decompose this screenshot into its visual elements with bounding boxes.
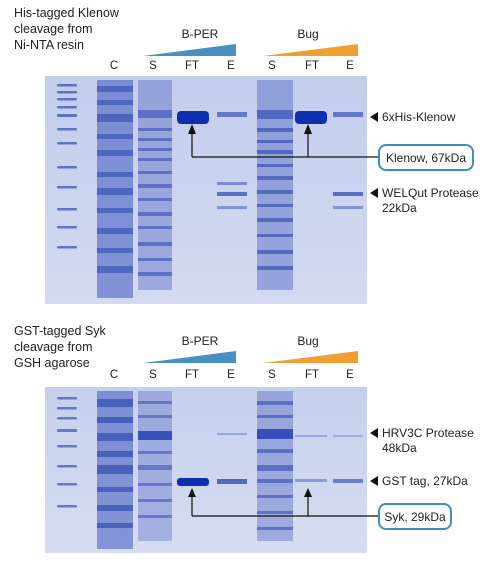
panel-2-title-line: GST-tagged Syk xyxy=(14,324,106,338)
panel-2-title: GST-tagged Syk cleavage from GSH agarose xyxy=(14,323,106,371)
lane-label: C xyxy=(109,369,119,381)
band-label-gst-tag: GST tag, 27kDa xyxy=(382,474,468,489)
group-label-bper: B-PER xyxy=(181,27,219,41)
gradient-triangle-bper xyxy=(143,351,236,363)
gradient-triangle-bug xyxy=(263,351,358,363)
lane-label: C xyxy=(109,60,119,72)
gradient-triangle-bug xyxy=(263,44,358,56)
panel-2-title-line: GSH agarose xyxy=(14,356,90,370)
panel-1-title: His-tagged Klenow cleavage from Ni-NTA r… xyxy=(14,5,119,53)
band-pointer-icon xyxy=(370,428,378,438)
lane-label: S xyxy=(268,369,276,381)
lane-label: E xyxy=(346,369,354,381)
band-label-line: 48kDa xyxy=(382,441,417,455)
callout-syk: Syk, 29kDa xyxy=(378,503,452,530)
band-label-line: 6xHis-Klenow xyxy=(382,110,456,124)
panel-1-title-line: cleavage from xyxy=(14,22,93,36)
group-label-bug: Bug xyxy=(297,27,319,41)
band-label-hrv3c-protease: HRV3C Protease 48kDa xyxy=(382,426,474,456)
panel-1-title-line: His-tagged Klenow xyxy=(14,6,119,20)
band-label-welqut-protease: WELQut Protease 22kDa xyxy=(382,186,479,216)
lane-label: E xyxy=(346,60,354,72)
group-label-bper: B-PER xyxy=(181,334,219,348)
lane-label: E xyxy=(227,369,235,381)
band-label-line: WELQut Protease xyxy=(382,186,479,200)
lane-label: FT xyxy=(184,369,200,381)
lane-label: S xyxy=(149,369,157,381)
lane-label: FT xyxy=(184,60,200,72)
gel-image-1-drawing xyxy=(45,76,367,304)
panel-2-title-line: cleavage from xyxy=(14,340,93,354)
lane-label: S xyxy=(268,60,276,72)
gradient-triangle-bper xyxy=(143,44,236,56)
lane-label: FT xyxy=(304,369,320,381)
band-label-line: GST tag, 27kDa xyxy=(382,474,468,488)
group-label-bug: Bug xyxy=(297,334,319,348)
callout-klenow: Klenow, 67kDa xyxy=(378,144,474,171)
lane-label: FT xyxy=(304,60,320,72)
lane-label: E xyxy=(227,60,235,72)
panel-1-title-line: Ni-NTA resin xyxy=(14,38,84,52)
band-pointer-icon xyxy=(370,476,378,486)
band-label-6xhis-klenow: 6xHis-Klenow xyxy=(382,110,455,125)
band-label-line: HRV3C Protease xyxy=(382,426,474,440)
band-pointer-icon xyxy=(370,188,378,198)
gel-image-1 xyxy=(45,76,367,304)
band-label-line: 22kDa xyxy=(382,201,417,215)
lane-label: S xyxy=(149,60,157,72)
band-pointer-icon xyxy=(370,112,378,122)
